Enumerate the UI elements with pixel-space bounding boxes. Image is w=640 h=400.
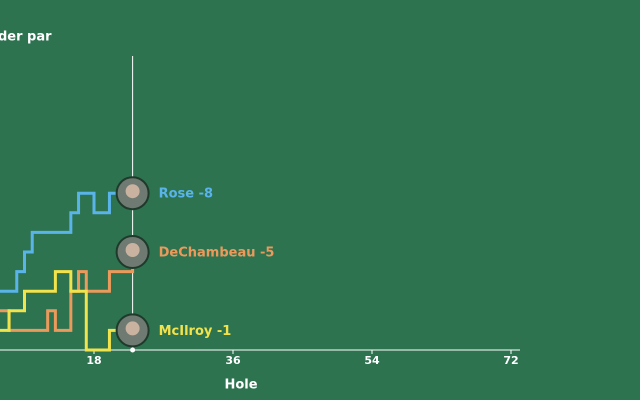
player-label: McIlroy -1 (159, 324, 232, 339)
x-tick-label: 72 (503, 354, 518, 367)
player-face (125, 243, 140, 257)
player-face (125, 321, 140, 336)
x-tick-label: 18 (86, 354, 101, 367)
score-line (0, 191, 118, 293)
y-axis-label: der par (0, 30, 52, 45)
current-hole-dot (130, 347, 136, 353)
player-label: Rose -8 (159, 187, 213, 202)
player-label: DeChambeau -5 (159, 246, 275, 261)
x-tick-label: 36 (225, 354, 241, 367)
score-line (0, 270, 133, 352)
x-tick-label: 54 (364, 354, 380, 367)
player-face (125, 184, 140, 199)
x-axis-label: Hole (224, 378, 257, 393)
